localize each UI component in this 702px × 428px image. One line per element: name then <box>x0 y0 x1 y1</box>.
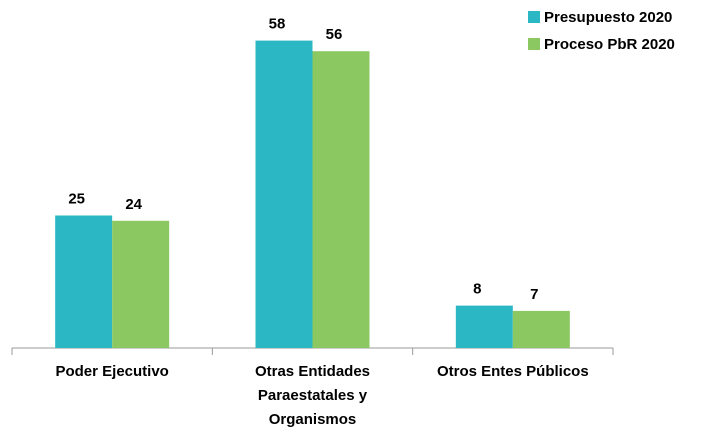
value-label: 8 <box>473 281 481 298</box>
legend-swatch <box>528 11 540 23</box>
legend-label: Presupuesto 2020 <box>544 9 672 26</box>
bar <box>512 310 570 348</box>
value-label: 58 <box>269 16 286 33</box>
value-label: 7 <box>530 286 538 303</box>
bar <box>255 40 313 348</box>
bar <box>312 51 370 348</box>
value-label: 56 <box>326 26 343 43</box>
x-tick-label: Otras Entidades Paraestatales y Organismos <box>255 363 370 428</box>
bar <box>455 305 513 348</box>
value-label: 24 <box>125 196 142 213</box>
bar <box>55 215 113 348</box>
legend-label: Proceso PbR 2020 <box>544 36 675 53</box>
x-tick-label: Poder Ejecutivo <box>55 363 168 380</box>
bar <box>112 220 170 348</box>
x-tick-label: Otros Entes Públicos <box>437 363 589 380</box>
value-label: 25 <box>68 190 85 207</box>
legend-swatch <box>528 38 540 50</box>
